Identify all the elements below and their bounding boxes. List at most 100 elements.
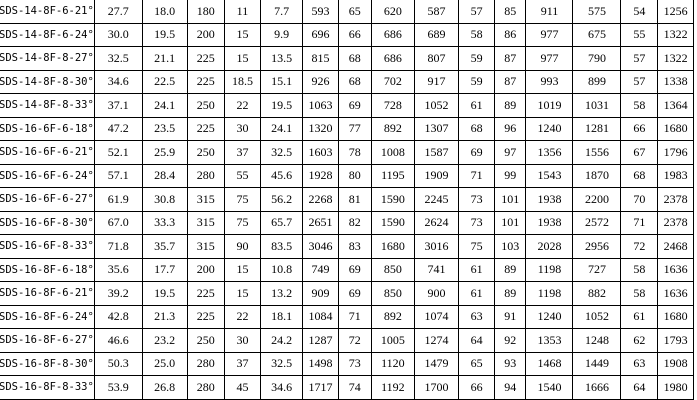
model-cell: SDS-16-6F-8-33° bbox=[0, 234, 95, 259]
value-cell: 911 bbox=[525, 0, 574, 24]
value-cell: 85 bbox=[494, 0, 527, 24]
table-row: SDS-16-6F-6-27° 61.9 30.8 315 75 56.2 2268 81 15… bbox=[0, 187, 694, 212]
value-cell: 11 bbox=[223, 0, 262, 24]
model-cell: SDS-16-8F-6-24° bbox=[0, 304, 95, 329]
value-cell: 24.1 bbox=[141, 93, 188, 118]
value-cell: 92 bbox=[494, 328, 527, 353]
value-cell: 2268 bbox=[302, 187, 339, 212]
value-cell: 93 bbox=[494, 351, 527, 376]
value-cell: 89 bbox=[494, 93, 527, 118]
table-row: SDS-16-8F-8-33° 53.9 26.8 280 45 34.6 1717 74 11… bbox=[0, 375, 694, 400]
value-cell: 1717 bbox=[302, 375, 339, 400]
model-cell: SDS-16-6F-6-21° bbox=[0, 140, 95, 165]
value-cell: 28.4 bbox=[141, 163, 188, 188]
value-cell: 815 bbox=[302, 46, 339, 71]
value-cell: 1468 bbox=[525, 351, 574, 376]
value-cell: 790 bbox=[572, 46, 622, 71]
value-cell: 55 bbox=[223, 163, 262, 188]
value-cell: 83 bbox=[337, 234, 372, 259]
value-cell: 1287 bbox=[302, 328, 339, 353]
value-cell: 749 bbox=[302, 257, 339, 282]
model-cell: SDS-16-6F-6-27° bbox=[0, 187, 95, 212]
value-cell: 58 bbox=[620, 281, 659, 306]
value-cell: 10.8 bbox=[260, 257, 304, 282]
value-cell: 30.8 bbox=[141, 187, 188, 212]
value-cell: 3016 bbox=[413, 234, 460, 259]
value-cell: 82 bbox=[337, 210, 372, 235]
value-cell: 2468 bbox=[657, 234, 694, 259]
value-cell: 696 bbox=[302, 22, 339, 47]
value-cell: 675 bbox=[572, 22, 622, 47]
value-cell: 2028 bbox=[525, 234, 574, 259]
value-cell: 1449 bbox=[572, 351, 622, 376]
value-cell: 899 bbox=[572, 69, 622, 94]
value-cell: 87 bbox=[494, 46, 527, 71]
model-cell: SDS-16-8F-6-21° bbox=[0, 281, 95, 306]
value-cell: 68 bbox=[337, 69, 372, 94]
value-cell: 99 bbox=[494, 163, 527, 188]
value-cell: 1281 bbox=[572, 116, 622, 141]
value-cell: 65.7 bbox=[260, 210, 304, 235]
table-row: SDS-16-8F-6-24° 42.8 21.3 225 22 18.1 1084 71 89… bbox=[0, 304, 694, 329]
value-cell: 33.3 bbox=[141, 210, 188, 235]
value-cell: 1938 bbox=[525, 210, 574, 235]
value-cell: 1307 bbox=[413, 116, 460, 141]
value-cell: 101 bbox=[494, 210, 527, 235]
value-cell: 32.5 bbox=[260, 351, 304, 376]
value-cell: 58 bbox=[458, 22, 496, 47]
value-cell: 15 bbox=[223, 46, 262, 71]
value-cell: 1938 bbox=[525, 187, 574, 212]
model-cell: SDS-16-6F-8-30° bbox=[0, 210, 95, 235]
value-cell: 1356 bbox=[525, 140, 574, 165]
value-cell: 30.0 bbox=[93, 22, 143, 47]
value-cell: 72 bbox=[620, 234, 659, 259]
value-cell: 86 bbox=[494, 22, 527, 47]
value-cell: 1320 bbox=[302, 116, 339, 141]
value-cell: 66 bbox=[337, 22, 372, 47]
value-cell: 2956 bbox=[572, 234, 622, 259]
value-cell: 1928 bbox=[302, 163, 339, 188]
value-cell: 25.0 bbox=[141, 351, 188, 376]
value-cell: 250 bbox=[186, 140, 225, 165]
table-row: SDS-16-8F-8-30° 50.3 25.0 280 37 32.5 1498 73 11… bbox=[0, 351, 694, 376]
value-cell: 46.6 bbox=[93, 328, 143, 353]
value-cell: 66 bbox=[458, 375, 496, 400]
value-cell: 61.9 bbox=[93, 187, 143, 212]
value-cell: 58 bbox=[620, 93, 659, 118]
value-cell: 68 bbox=[458, 116, 496, 141]
value-cell: 702 bbox=[370, 69, 415, 94]
value-cell: 7.7 bbox=[260, 0, 304, 24]
value-cell: 69 bbox=[337, 93, 372, 118]
value-cell: 45.6 bbox=[260, 163, 304, 188]
table-row: SDS-16-6F-8-33° 71.8 35.7 315 90 83.5 3046 83 16… bbox=[0, 234, 694, 259]
value-cell: 1063 bbox=[302, 93, 339, 118]
value-cell: 1322 bbox=[657, 22, 694, 47]
value-cell: 1052 bbox=[413, 93, 460, 118]
value-cell: 200 bbox=[186, 22, 225, 47]
model-cell: SDS-14-8F-8-30° bbox=[0, 69, 95, 94]
value-cell: 2378 bbox=[657, 187, 694, 212]
value-cell: 57 bbox=[458, 0, 496, 24]
value-cell: 1353 bbox=[525, 328, 574, 353]
value-cell: 55 bbox=[620, 22, 659, 47]
table-row: SDS-14-8F-6-24° 30.0 19.5 200 15 9.9 696 66 686 6… bbox=[0, 22, 694, 47]
table-row: SDS-16-8F-6-18° 35.6 17.7 200 15 10.8 749 69 850… bbox=[0, 257, 694, 282]
value-cell: 21.1 bbox=[141, 46, 188, 71]
value-cell: 1074 bbox=[413, 304, 460, 329]
value-cell: 62 bbox=[620, 328, 659, 353]
model-cell: SDS-16-6F-6-24° bbox=[0, 163, 95, 188]
value-cell: 73 bbox=[458, 187, 496, 212]
value-cell: 250 bbox=[186, 328, 225, 353]
value-cell: 70 bbox=[620, 187, 659, 212]
value-cell: 2200 bbox=[572, 187, 622, 212]
value-cell: 65 bbox=[337, 0, 372, 24]
value-cell: 94 bbox=[494, 375, 527, 400]
value-cell: 689 bbox=[413, 22, 460, 47]
table-row: SDS-16-6F-6-18° 47.2 23.5 225 30 24.1 1320 77 89… bbox=[0, 116, 694, 141]
value-cell: 18.0 bbox=[141, 0, 188, 24]
table-row: SDS-16-8F-6-21° 39.2 19.5 225 15 13.2 909 69 850… bbox=[0, 281, 694, 306]
value-cell: 1590 bbox=[370, 187, 415, 212]
value-cell: 1540 bbox=[525, 375, 574, 400]
value-cell: 1240 bbox=[525, 304, 574, 329]
